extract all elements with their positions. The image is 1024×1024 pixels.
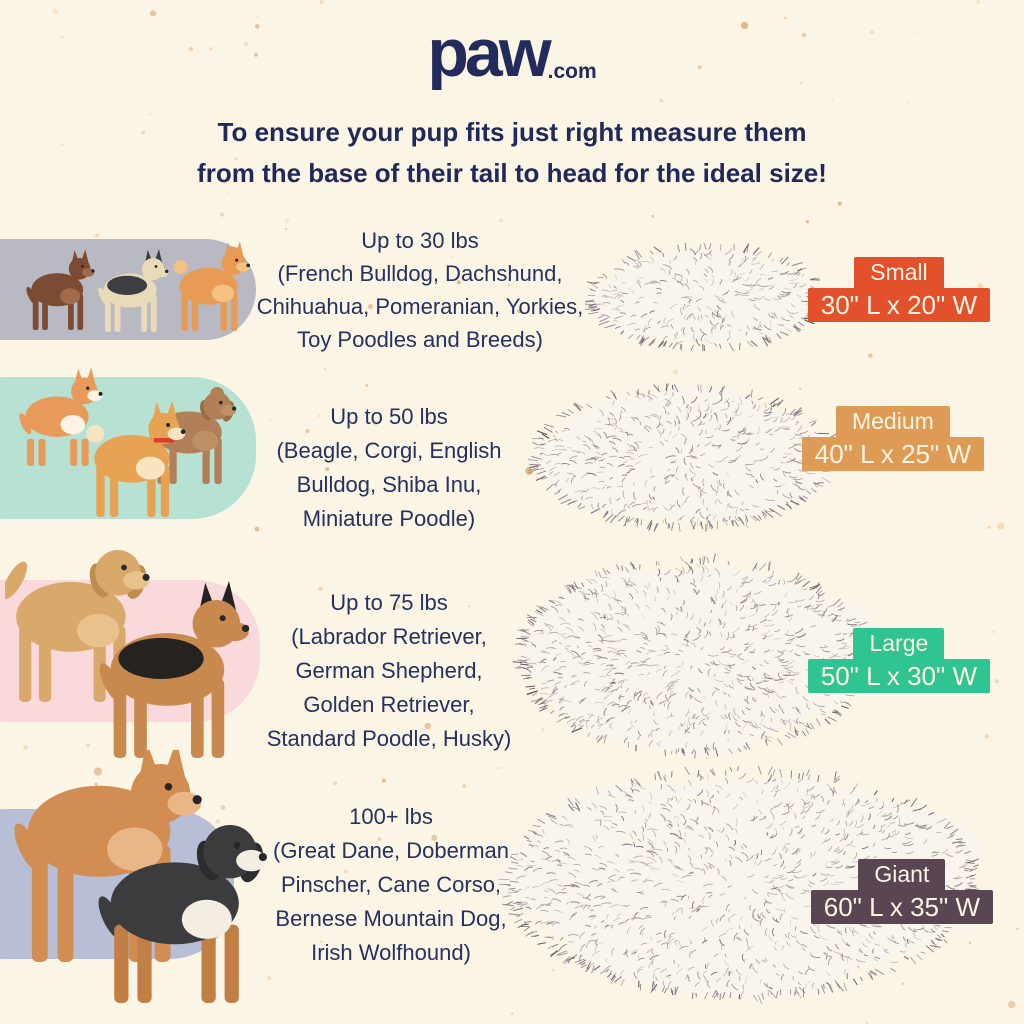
headline: To ensure your pup fits just right measu… [0,112,1024,194]
size-badge-large: Large 50" L x 30" W [808,628,990,693]
size-row-text: Up to 75 lbs (Labrador Retriever, German… [219,586,559,756]
size-badge-dimensions: 40" L x 25" W [802,437,984,471]
size-badge-label: Small [854,257,944,288]
breed-list: (Great Dane, Doberman Pinscher, Cane Cor… [212,834,570,970]
breed-list: (Labrador Retriever, German Shepherd, Go… [219,620,559,756]
chihuahua-illustration [25,249,95,330]
size-badge-dimensions: 50" L x 30" W [808,659,990,693]
corgi-illustration [18,367,103,466]
headline-line-2: from the base of their tail to head for … [0,153,1024,194]
size-row-text: 100+ lbs (Great Dane, Doberman Pinscher,… [212,800,570,970]
weight-label: 100+ lbs [212,800,570,834]
breed-list: (Beagle, Corgi, English Bulldog, Shiba I… [226,434,552,536]
size-badge-label: Medium [836,406,950,437]
logo-tld: .com [548,60,597,83]
size-guide-infographic: paw.com To ensure your pup fits just rig… [0,0,1024,1024]
logo-wordmark: paw [427,15,547,91]
size-badge-label: Large [853,628,944,659]
paw-com-logo: paw.com [0,18,1024,88]
size-badge-dimensions: 60" L x 35" W [811,890,993,924]
weight-label: Up to 30 lbs [246,224,594,257]
size-badge-giant: Giant 60" L x 35" W [811,859,993,924]
size-row-text: Up to 30 lbs (French Bulldog, Dachshund,… [246,224,594,356]
size-badge-label: Giant [858,859,945,890]
headline-line-1: To ensure your pup fits just right measu… [0,112,1024,153]
size-badge-small: Small 30" L x 20" W [808,257,990,322]
yorkshire-terrier-illustration [96,249,168,332]
dog-bed-illustration [585,243,825,351]
size-badge-medium: Medium 40" L x 25" W [802,406,984,471]
weight-label: Up to 75 lbs [219,586,559,620]
breed-list: (French Bulldog, Dachshund, Chihuahua, P… [246,257,594,356]
dog-bed-illustration [528,382,840,532]
weight-label: Up to 50 lbs [226,400,552,434]
small-dogs-illustration [25,222,265,340]
size-badge-dimensions: 30" L x 20" W [808,288,990,322]
size-row-text: Up to 50 lbs (Beagle, Corgi, English Bul… [226,400,552,536]
pomeranian-illustration [174,241,250,331]
